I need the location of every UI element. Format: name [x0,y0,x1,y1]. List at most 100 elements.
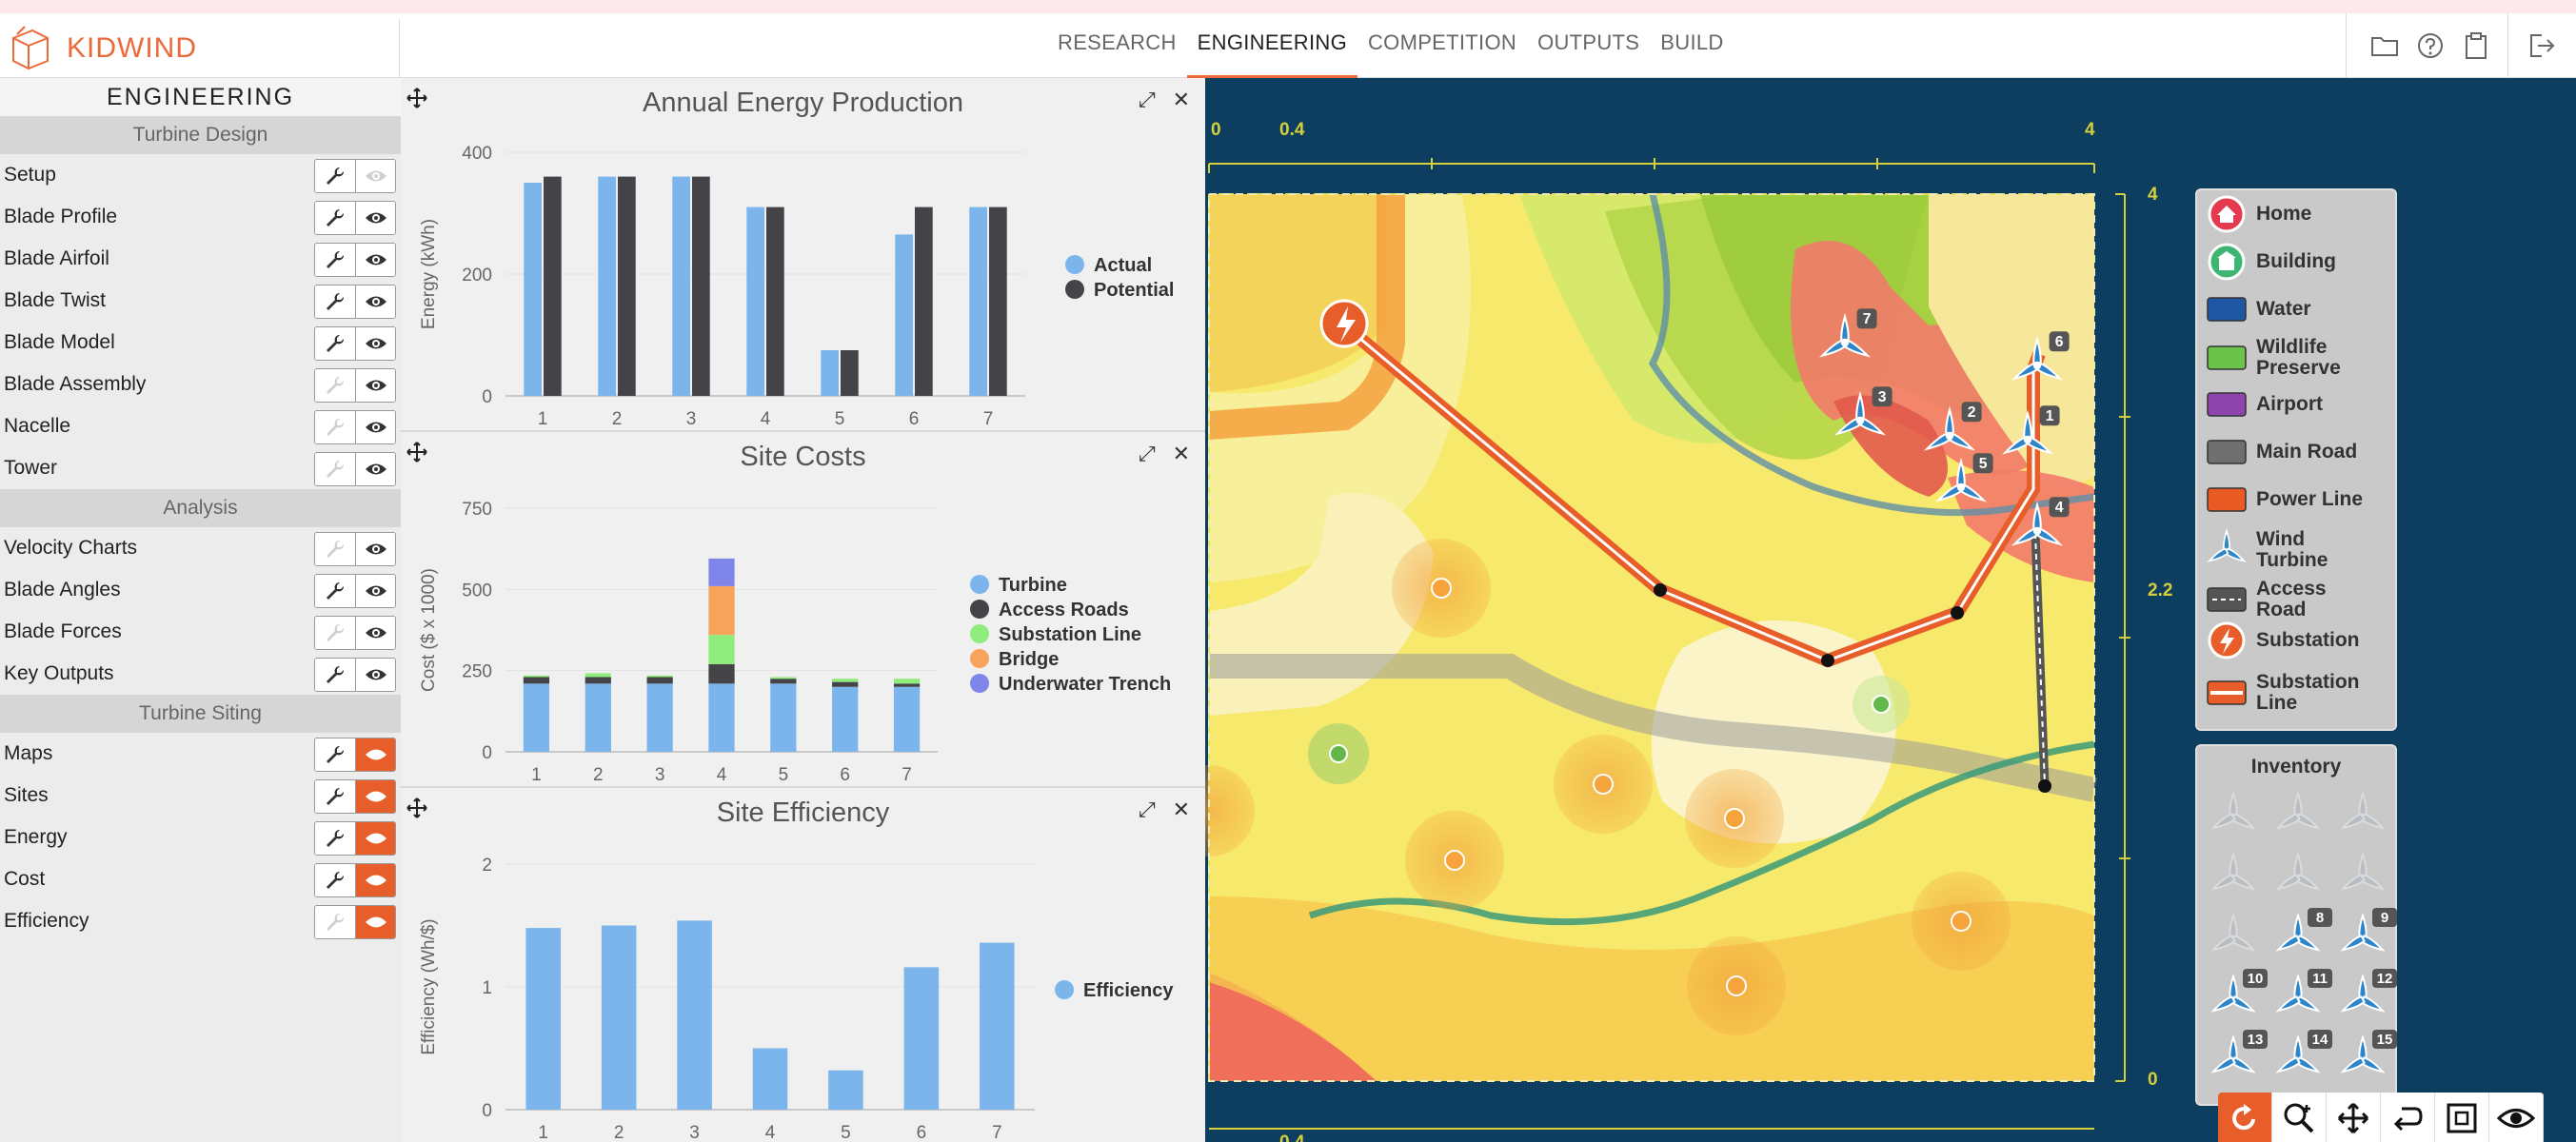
bar[interactable] [969,207,987,396]
bar[interactable] [752,1048,788,1111]
sidebar-item[interactable]: Key Outputs [0,653,401,695]
kidwind-logo[interactable]: KIDWIND [4,19,400,78]
eye-icon[interactable] [355,369,395,402]
move-icon[interactable] [406,797,427,818]
wind-turbine-icon[interactable]: 3 [1833,386,1892,437]
eye-icon[interactable] [355,738,395,771]
bar[interactable] [832,679,859,682]
folder-icon[interactable] [2362,27,2408,65]
legend-label[interactable]: Efficiency [1083,980,1174,1001]
close-icon[interactable]: ✕ [1172,442,1190,465]
bar[interactable] [672,176,690,396]
tab-build[interactable]: BUILD [1660,30,1724,54]
tab-outputs[interactable]: OUTPUTS [1537,30,1640,54]
wind-turbine-icon[interactable]: 4 [2011,497,2070,547]
wrench-icon[interactable] [315,286,355,318]
eye-icon[interactable] [355,286,395,318]
pan-icon[interactable] [2327,1093,2381,1142]
sidebar-item[interactable]: Blade Angles [0,569,401,611]
eye-icon[interactable] [355,906,395,938]
inventory-turbine-icon[interactable]: 13 [2210,1030,2268,1074]
move-icon[interactable] [406,88,427,108]
legend-label[interactable]: Potential [1094,280,1174,301]
wrench-icon[interactable] [315,822,355,855]
sidebar-item[interactable]: Blade Assembly [0,364,401,405]
bar[interactable] [915,207,933,396]
bar[interactable] [708,585,735,636]
wrench-icon[interactable] [315,160,355,192]
bar[interactable] [770,677,797,679]
bar[interactable] [598,176,616,396]
rotate-icon[interactable] [2218,1093,2272,1142]
sidebar-item[interactable]: Cost [0,858,401,900]
wind-turbine-icon[interactable]: 5 [1934,453,1993,503]
wrench-icon[interactable] [315,453,355,485]
move-icon[interactable] [406,442,427,463]
bar[interactable] [646,677,673,684]
bar[interactable] [893,679,921,684]
inventory-turbine-icon[interactable] [2340,790,2386,831]
sidebar-item[interactable]: Tower [0,447,401,489]
bar[interactable] [585,683,611,752]
eye-icon[interactable] [355,575,395,607]
eye-icon[interactable] [355,453,395,485]
wrench-icon[interactable] [315,575,355,607]
inventory-turbine-icon[interactable]: 8 [2275,908,2332,953]
bar[interactable] [893,686,921,752]
bar[interactable] [708,635,735,664]
legend-label[interactable]: Turbine [999,575,1067,596]
wrench-icon[interactable] [315,906,355,938]
bar[interactable] [646,675,673,678]
bar[interactable] [746,207,764,396]
inventory-turbine-icon[interactable] [2210,790,2256,831]
expand-icon[interactable]: ⤢ [1138,88,1156,111]
bar[interactable] [766,207,784,396]
undo-icon[interactable] [2381,1093,2435,1142]
wind-turbine-icon[interactable]: 1 [2001,405,2060,456]
sidebar-item[interactable]: Efficiency [0,900,401,942]
bar[interactable] [601,925,637,1111]
bar[interactable] [832,681,859,687]
zoom-in-icon[interactable] [2272,1093,2327,1142]
bar[interactable] [677,920,712,1110]
wrench-icon[interactable] [315,738,355,771]
bar[interactable] [895,234,913,396]
eye-icon[interactable] [2489,1093,2544,1142]
help-icon[interactable] [2408,27,2453,65]
eye-icon[interactable] [355,244,395,276]
sidebar-item[interactable]: Blade Forces [0,611,401,653]
bar[interactable] [828,1070,863,1110]
tab-research[interactable]: RESEARCH [1058,30,1177,54]
inventory-turbine-icon[interactable] [2340,851,2386,892]
bar[interactable] [832,686,859,752]
wind-turbine-icon[interactable]: 2 [1923,402,1982,452]
expand-icon[interactable]: ⤢ [1138,442,1156,465]
logout-icon[interactable] [2507,13,2576,78]
sidebar-item[interactable]: Blade Model [0,322,401,364]
bar[interactable] [893,683,921,687]
sidebar-item[interactable]: Blade Airfoil [0,238,401,280]
eye-icon[interactable] [355,202,395,234]
tab-competition[interactable]: COMPETITION [1367,30,1517,54]
wrench-icon[interactable] [315,369,355,402]
sidebar-item[interactable]: Velocity Charts [0,527,401,569]
inventory-turbine-icon[interactable]: 15 [2340,1030,2397,1074]
inventory-turbine-icon[interactable] [2210,851,2256,892]
wrench-icon[interactable] [315,659,355,691]
bar[interactable] [618,176,636,396]
bar[interactable] [524,183,542,396]
sidebar-item[interactable]: Energy [0,817,401,858]
eye-icon[interactable] [355,617,395,649]
bar[interactable] [770,683,797,752]
sidebar-item[interactable]: Maps [0,733,401,775]
wrench-icon[interactable] [315,327,355,360]
bar[interactable] [525,928,561,1110]
sidebar-item[interactable]: Setup [0,154,401,196]
bar[interactable] [989,207,1007,396]
legend-label[interactable]: Underwater Trench [999,674,1171,695]
bar[interactable] [708,558,735,586]
close-icon[interactable]: ✕ [1172,797,1190,821]
inventory-turbine-icon[interactable]: 12 [2340,969,2397,1014]
eye-icon[interactable] [355,327,395,360]
legend-label[interactable]: Bridge [999,649,1059,670]
